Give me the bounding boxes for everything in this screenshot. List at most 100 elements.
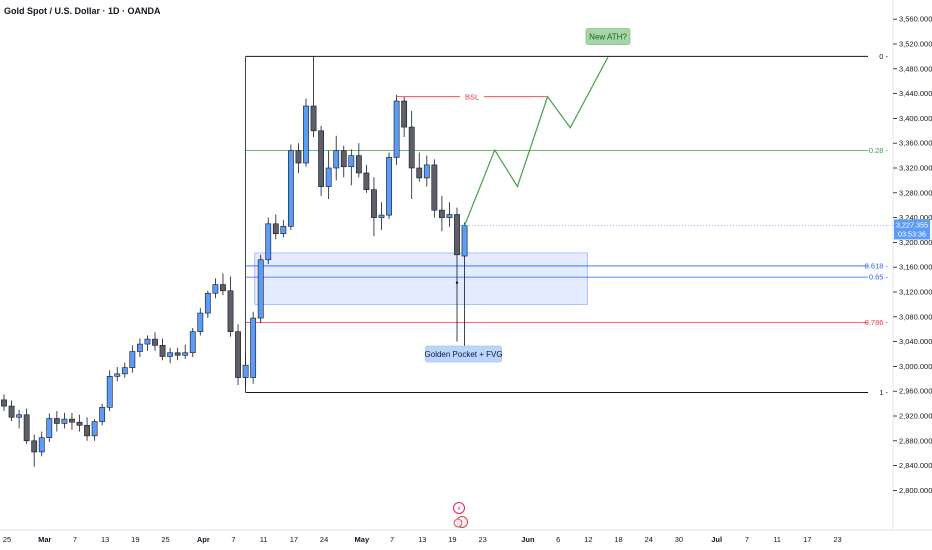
projection-path-line[interactable] <box>463 56 609 226</box>
candle-body[interactable] <box>333 150 340 169</box>
fib-level-label: 0.618 - <box>865 261 889 270</box>
candle-body[interactable] <box>303 105 309 164</box>
candle-body[interactable] <box>167 352 173 357</box>
candle-body[interactable] <box>235 331 241 378</box>
candle-body[interactable] <box>348 155 355 168</box>
lightning-event-icon[interactable] <box>453 502 465 514</box>
fib-level-label: 0.65 - <box>869 273 889 282</box>
candle-body[interactable] <box>31 440 38 453</box>
event-markers: ⚡ <box>453 502 468 528</box>
fib-level-label: 1 - <box>879 388 888 397</box>
candle-body[interactable] <box>106 376 113 408</box>
y-tick-label: 3,440.000 <box>899 89 932 98</box>
candle-body[interactable] <box>144 338 151 345</box>
candle-body[interactable] <box>265 223 272 261</box>
fib-level-label: 0.28 - <box>869 146 889 155</box>
us-flag-event-icon-2[interactable] <box>453 518 463 528</box>
candle-body[interactable] <box>129 351 136 368</box>
candle-body[interactable] <box>152 338 158 346</box>
candle-body[interactable] <box>114 373 121 377</box>
candle-body[interactable] <box>325 167 332 187</box>
candle-body[interactable] <box>272 223 279 235</box>
candle-body[interactable] <box>159 345 166 357</box>
candle-body[interactable] <box>46 418 53 439</box>
candle-body[interactable] <box>461 225 468 257</box>
candle-body[interactable] <box>438 209 445 218</box>
candle-body[interactable] <box>189 331 196 354</box>
candle-body[interactable] <box>257 259 264 319</box>
candle-body[interactable] <box>401 100 408 128</box>
x-tick-label: 19 <box>448 535 456 544</box>
candle-body[interactable] <box>423 164 430 179</box>
fib-level-label: 0.786 - <box>865 318 889 327</box>
candle-body[interactable] <box>454 214 460 256</box>
current-price-tag[interactable] <box>894 219 930 240</box>
candle-body[interactable] <box>91 421 98 437</box>
candle-body[interactable] <box>371 189 377 218</box>
y-tick-label: 3,240.000 <box>899 213 932 222</box>
y-tick-label: 3,520.000 <box>899 40 932 49</box>
time-axis[interactable]: 25 Mar 7 13 19 25 Apr 7 11 17 24 May 7 13 19 23 Jun 6 12 18… <box>3 535 842 544</box>
measure-dot <box>455 281 459 284</box>
ath-callout-box[interactable] <box>585 28 631 45</box>
candle-body[interactable] <box>99 407 106 422</box>
candle-body[interactable] <box>212 284 219 294</box>
candle-body[interactable] <box>23 414 30 442</box>
candle-body[interactable] <box>242 364 249 378</box>
candle-body[interactable] <box>355 155 362 174</box>
y-tick-label: 3,400.000 <box>899 114 932 123</box>
candle-body[interactable] <box>174 352 181 356</box>
candle-body[interactable] <box>137 343 143 352</box>
y-tick-label: 3,160.000 <box>899 263 932 272</box>
candle-body[interactable] <box>220 284 226 292</box>
candle-body[interactable] <box>53 418 60 424</box>
candle-body[interactable] <box>318 130 324 187</box>
x-tick-label: 11 <box>773 535 781 544</box>
candle-body[interactable] <box>84 424 90 437</box>
candle-body[interactable] <box>431 164 438 211</box>
fib-levels: 0 - 0.28 - 0.618 - 0.65 - 0.786 - 1 - <box>245 52 889 397</box>
x-tick-label: 13 <box>101 535 109 544</box>
candle-body[interactable] <box>340 150 347 168</box>
x-tick-label: Jun <box>521 535 535 544</box>
candle-body[interactable] <box>295 150 302 164</box>
bsl-label-bg <box>460 91 485 102</box>
candle-body[interactable] <box>378 214 385 218</box>
y-tick-label: 3,040.000 <box>899 337 932 346</box>
candle-body[interactable] <box>287 150 294 227</box>
fvg-zone <box>254 252 588 305</box>
current-price-countdown: 03:53:36 <box>898 229 926 238</box>
candle-body[interactable] <box>76 421 83 426</box>
candle-body[interactable] <box>38 437 45 453</box>
candle-body[interactable] <box>446 214 453 218</box>
candle-body[interactable] <box>61 418 68 424</box>
candle-body[interactable] <box>16 414 22 418</box>
candle-body[interactable] <box>250 317 257 378</box>
candle-body[interactable] <box>182 352 189 356</box>
candle-body[interactable] <box>121 367 128 375</box>
x-tick-label: Jul <box>711 535 722 544</box>
candle-body[interactable] <box>204 292 211 314</box>
candle-body[interactable] <box>197 312 204 332</box>
golden-pocket-callout-box[interactable] <box>425 345 502 363</box>
candle-body[interactable] <box>408 126 415 169</box>
chart-title: Gold Spot / U.S. Dollar · 1D · OANDA <box>4 6 161 16</box>
candle-body[interactable] <box>393 100 400 158</box>
candle-body[interactable] <box>1 399 7 407</box>
x-tick-label: 30 <box>675 535 683 544</box>
candle-body[interactable] <box>69 418 75 423</box>
fvg-zone-box[interactable] <box>254 252 588 305</box>
candle-body[interactable] <box>8 405 15 418</box>
candle-body[interactable] <box>386 157 392 216</box>
x-tick-label: 13 <box>418 535 426 544</box>
candle-body[interactable] <box>363 172 370 191</box>
candle-body[interactable] <box>310 105 317 132</box>
x-tick-label: Mar <box>38 535 51 544</box>
x-tick-label: 24 <box>645 535 653 544</box>
candle-body[interactable] <box>227 290 234 332</box>
candle-body[interactable] <box>416 167 423 179</box>
candle-body[interactable] <box>280 225 287 235</box>
price-axis[interactable]: 3,560.000 3,520.000 3,480.000 3,440.000 3,40… <box>457 15 932 495</box>
